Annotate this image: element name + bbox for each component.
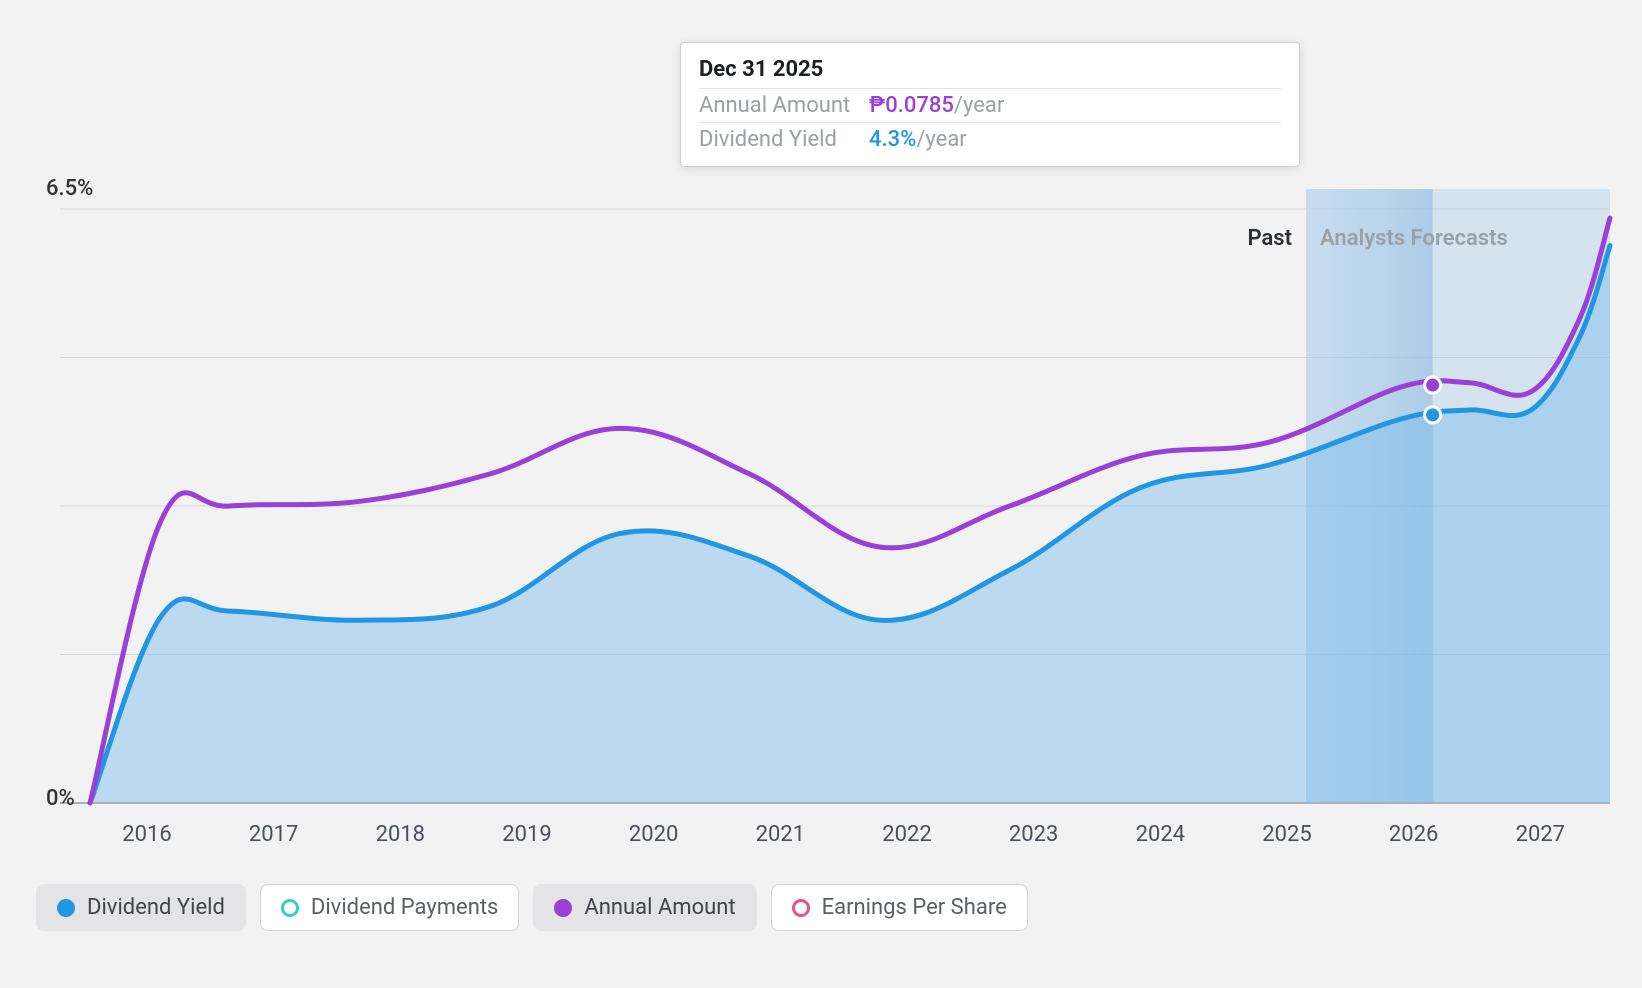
tooltip-row-value: ₱0.0785 [869, 93, 954, 118]
x-axis-tick-label: 2024 [1136, 822, 1185, 847]
legend-item-dividend_yield[interactable]: Dividend Yield [36, 884, 246, 931]
chart-legend: Dividend Yield Dividend Payments Annual Am… [36, 884, 1028, 931]
legend-marker-icon [554, 899, 572, 917]
y-axis-tick-label: 0% [46, 786, 75, 811]
y-axis-tick-label: 6.5% [46, 176, 93, 201]
x-axis-tick-label: 2020 [629, 822, 678, 847]
tooltip-row-label: Annual Amount [699, 93, 869, 118]
x-axis-tick-label: 2026 [1389, 822, 1438, 847]
legend-marker-icon [792, 899, 810, 917]
tooltip-row-unit: /year [916, 127, 966, 152]
tooltip-row-label: Dividend Yield [699, 127, 869, 152]
legend-item-label: Dividend Yield [87, 895, 225, 920]
tooltip-date: Dec 31 2025 [699, 57, 1281, 82]
tooltip-row: Dividend Yield4.3%/year [699, 122, 1281, 156]
tooltip-row-unit: /year [954, 93, 1004, 118]
tooltip-row-value: 4.3% [869, 127, 916, 152]
x-axis-tick-label: 2018 [376, 822, 425, 847]
region-label-past: Past [1247, 226, 1292, 251]
x-axis-tick-label: 2022 [882, 822, 931, 847]
x-axis-tick-label: 2021 [756, 822, 805, 847]
legend-item-annual_amount[interactable]: Annual Amount [533, 884, 756, 931]
legend-item-label: Annual Amount [584, 895, 735, 920]
legend-marker-icon [57, 899, 75, 917]
x-axis-tick-label: 2017 [249, 822, 298, 847]
legend-item-eps[interactable]: Earnings Per Share [771, 884, 1028, 931]
x-axis-tick-label: 2023 [1009, 822, 1058, 847]
x-axis-tick-label: 2016 [122, 822, 171, 847]
x-axis-tick-label: 2025 [1262, 822, 1311, 847]
region-label-forecast: Analysts Forecasts [1320, 226, 1508, 251]
x-axis-tick-label: 2027 [1516, 822, 1565, 847]
dividend-chart: 0% 6.5% 2016 2017 2018 2019 2020 2021 2022 2023 20… [0, 0, 1642, 988]
chart-tooltip: Dec 31 2025 Annual Amount₱0.0785/yearDiv… [680, 42, 1300, 167]
tooltip-row: Annual Amount₱0.0785/year [699, 88, 1281, 122]
x-axis-tick-label: 2019 [502, 822, 551, 847]
legend-marker-icon [281, 899, 299, 917]
legend-item-dividend_payments[interactable]: Dividend Payments [260, 884, 520, 931]
legend-item-label: Dividend Payments [311, 895, 499, 920]
legend-item-label: Earnings Per Share [822, 895, 1007, 920]
